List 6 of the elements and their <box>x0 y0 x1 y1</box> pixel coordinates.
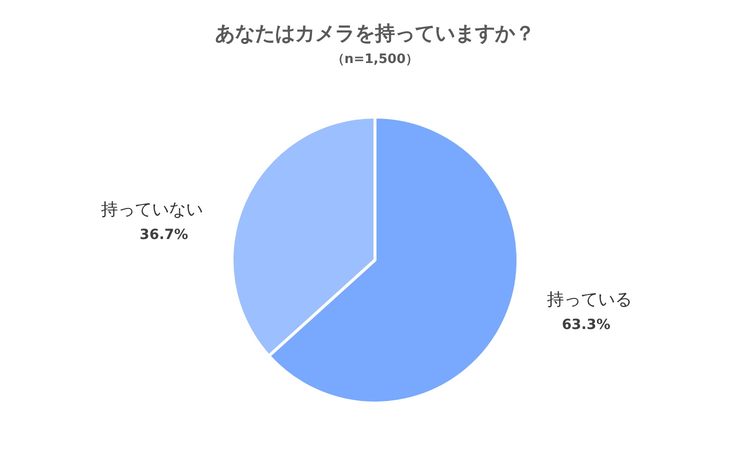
data-label: 36.7% <box>140 226 188 243</box>
chart-subtitle: （n=1,500） <box>331 52 419 67</box>
data-label: 63.3% <box>562 317 610 334</box>
slice-label: 持っている <box>546 290 632 310</box>
slice-label: 持っていない <box>101 200 204 220</box>
chart-title: あなたはカメラを持っていますか？ <box>215 21 535 45</box>
